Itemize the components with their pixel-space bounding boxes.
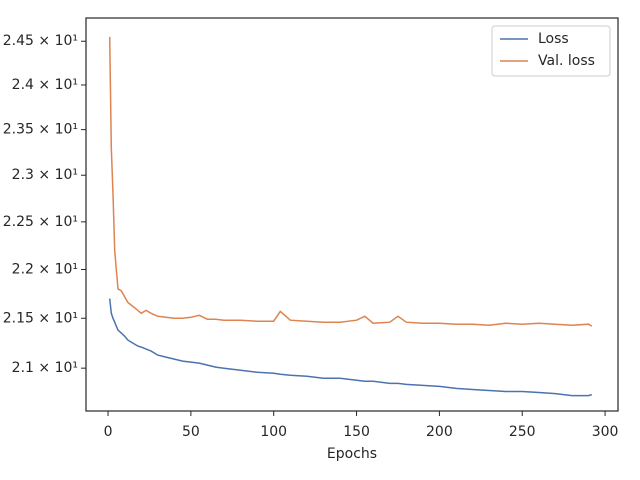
y-tick-label: 2.2 × 10¹ [12, 261, 78, 277]
legend-label: Loss [538, 31, 569, 47]
y-tick-label: 2.45 × 10¹ [3, 33, 78, 49]
y-tick-label: 2.4 × 10¹ [12, 77, 78, 93]
plot-frame [85, 17, 619, 412]
legend-label: Val. loss [538, 53, 595, 69]
y-tick-label: 2.3 × 10¹ [12, 167, 78, 183]
y-tick-label: 2.35 × 10¹ [3, 122, 78, 138]
x-tick-label: 300 [592, 424, 619, 440]
y-tick-label: 2.1 × 10¹ [12, 360, 78, 376]
x-tick-label: 100 [260, 424, 287, 440]
x-tick-label: 150 [343, 424, 370, 440]
x-axis-label: Epochs [327, 446, 377, 462]
x-tick-label: 200 [426, 424, 453, 440]
y-tick-label: 2.15 × 10¹ [3, 310, 78, 326]
line [108, 298, 593, 397]
line [108, 36, 593, 327]
x-tick-label: 50 [182, 424, 200, 440]
x-tick-label: 250 [509, 424, 536, 440]
x-tick-label: 0 [104, 424, 113, 440]
y-tick-label: 2.25 × 10¹ [3, 214, 78, 230]
